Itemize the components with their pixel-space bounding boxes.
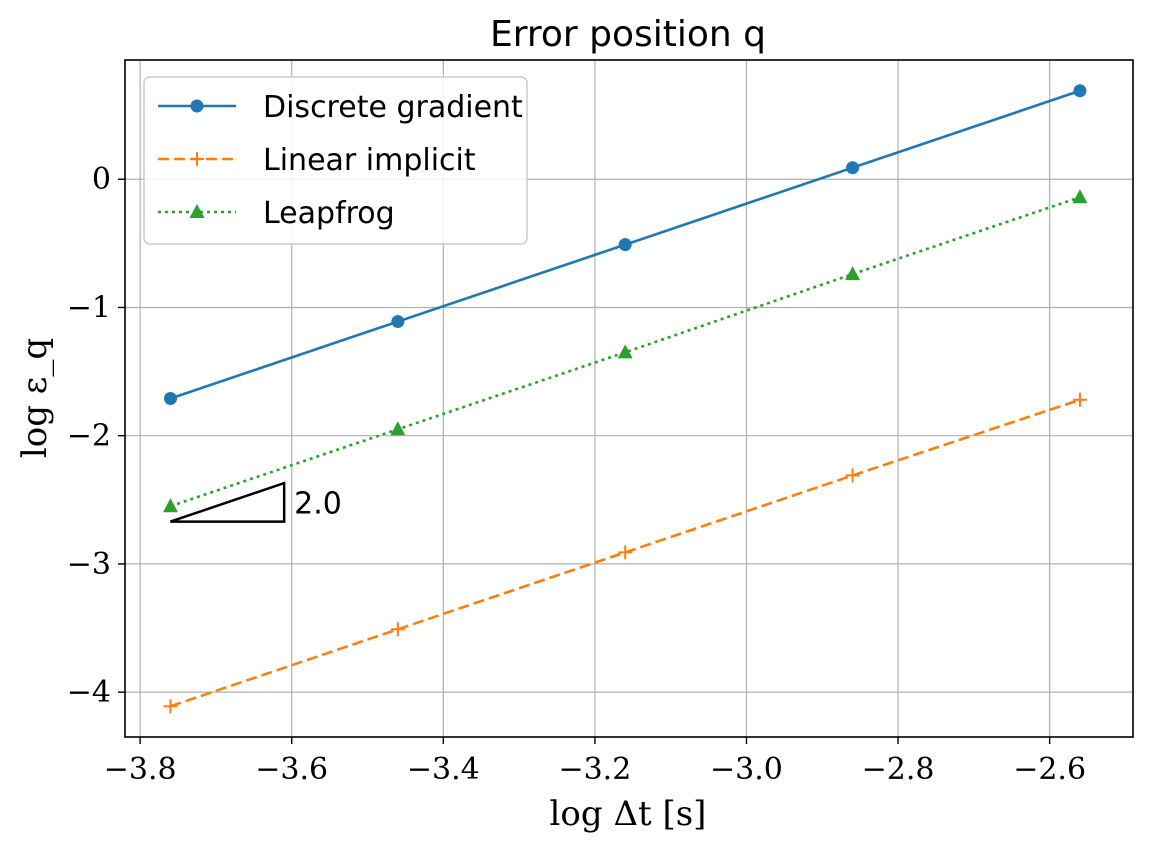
slope-label: 2.0 <box>294 486 342 521</box>
discrete-gradient-point <box>618 238 632 252</box>
linear-implicit-point <box>390 622 405 637</box>
linear-implicit-point <box>845 468 860 483</box>
x-tick-label: −3.4 <box>407 752 480 787</box>
legend-leapfrog-marker <box>189 204 205 218</box>
slope-triangle: 2.0 <box>170 481 342 523</box>
x-axis-label: log Δt [s] <box>550 794 707 834</box>
leapfrog-line <box>170 195 1081 508</box>
y-tick-label: −3 <box>67 547 111 582</box>
x-tick-label: −3.6 <box>255 752 328 787</box>
x-tick-label: −3.0 <box>710 752 783 787</box>
legend-discrete-gradient-marker <box>190 99 204 113</box>
legend-linear-implicit-label: Linear implicit <box>263 143 476 178</box>
leapfrog-point <box>390 421 406 436</box>
chart-title: Error position q <box>490 14 766 55</box>
axis-ticks: −3.8 −3.6 −3.4 −3.2 −3.0 −2.8 −2.6 −4 −3 −2 −1 0 <box>67 162 1086 787</box>
legend-leapfrog-label: Leapfrog <box>263 196 395 231</box>
x-tick-label: −3.8 <box>104 752 177 787</box>
linear-implicit-point <box>1072 392 1087 407</box>
legend-discrete-gradient-label: Discrete gradient <box>263 90 523 125</box>
discrete-gradient-point <box>1073 84 1087 98</box>
plot-frame <box>124 59 1134 738</box>
legend: Discrete gradient Linear implicit Leapfrog <box>143 76 528 245</box>
y-tick-label: 0 <box>92 162 111 197</box>
x-tick-label: −3.2 <box>558 752 631 787</box>
series-layer <box>162 84 1088 714</box>
slope-triangle-shape <box>170 481 286 523</box>
legend-linear-implicit-marker <box>190 152 204 166</box>
leapfrog-point <box>162 498 178 513</box>
leapfrog-point <box>617 344 633 359</box>
discrete-gradient-point <box>391 315 405 329</box>
leapfrog-point <box>1072 189 1088 204</box>
x-tick-label: −2.8 <box>862 752 935 787</box>
y-tick-label: −1 <box>67 290 111 325</box>
linear-implicit-point <box>618 545 633 560</box>
linear-implicit-point <box>163 699 178 714</box>
y-tick-label: −2 <box>67 419 111 454</box>
discrete-gradient-point <box>163 392 177 405</box>
x-tick-label: −2.6 <box>1013 752 1086 787</box>
y-axis-label: log ε_q <box>15 338 55 458</box>
discrete-gradient-point <box>846 161 860 175</box>
y-tick-label: −4 <box>67 675 111 710</box>
leapfrog-point <box>845 266 861 281</box>
legend-box <box>143 76 528 245</box>
